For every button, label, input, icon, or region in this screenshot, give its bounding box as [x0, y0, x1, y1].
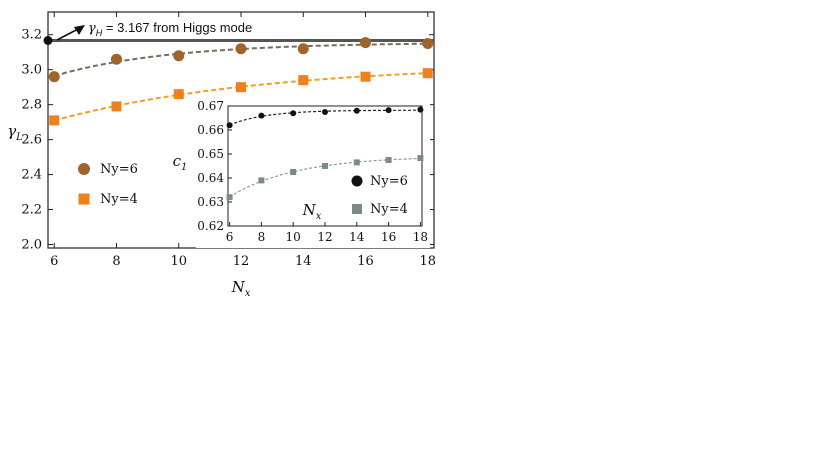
main-x-axis-label-sub: x [245, 288, 251, 299]
inset-x-axis-label-sub: x [316, 211, 322, 222]
inset-y-axis-label-sub: 1 [181, 162, 187, 173]
reference-annotation-rest: = 3.167 from Higgs mode [102, 20, 252, 35]
inset-x-axis-label-base: N [302, 201, 317, 219]
inset-x-tick-label: 8 [258, 230, 266, 244]
inset-point-ny6 [322, 109, 328, 115]
inset-y-tick-label: 0.64 [197, 171, 224, 185]
inset-point-ny4 [353, 159, 360, 166]
main-legend-marker-square [78, 193, 90, 205]
higgs-reference-point [43, 35, 53, 45]
inset-x-tick-label: 10 [286, 230, 301, 244]
main-x-tick-label: 18 [420, 254, 437, 269]
inset-point-ny6 [290, 110, 297, 117]
inset-point-ny4 [258, 177, 265, 184]
inset-point-ny6 [417, 106, 424, 113]
main-y-axis-label-sub: L [15, 132, 23, 143]
inset-point-ny4 [385, 157, 392, 163]
inset-x-tick-label: 18 [413, 230, 428, 244]
reference-annotation: γH = 3.167 from Higgs mode [88, 20, 252, 38]
main-y-tick-label: 2.4 [21, 168, 42, 183]
inset-legend-label: Ny=6 [370, 174, 408, 189]
reference-annotation-base: γ [88, 21, 96, 36]
main-point-ny4 [236, 82, 246, 93]
main-point-ny4 [49, 115, 60, 126]
inset-point-ny4 [226, 194, 233, 201]
main-chart: 6 8 10 12 14 16 182.02.22.42.62.83.03.2NxγLγH … [7, 11, 437, 299]
inset-x-tick-label: 6 [226, 230, 234, 244]
inset-legend-marker-square [352, 204, 362, 214]
inset-point-ny6 [385, 107, 392, 114]
inset-y-tick-label: 0.67 [197, 99, 224, 113]
main-point-ny6 [360, 37, 372, 49]
main-legend-label: Ny=4 [100, 192, 138, 207]
main-y-tick-label: 3.2 [21, 28, 42, 43]
inset-x-axis-label: Nx [302, 201, 322, 222]
main-y-axis-label: γL [7, 122, 23, 143]
inset-y-tick-label: 0.63 [197, 195, 224, 209]
main-x-tick-label: 16 [357, 254, 374, 269]
inset-y-tick-label: 0.62 [197, 219, 224, 233]
main-y-axis-label-base: γ [7, 122, 16, 140]
main-point-ny6 [297, 43, 309, 55]
main-point-ny4 [111, 101, 122, 112]
inset-y-axis-label: c1 [173, 152, 188, 173]
main-point-ny4 [173, 89, 184, 100]
main-point-ny6 [422, 37, 434, 49]
main-x-tick-label: 8 [112, 254, 120, 269]
main-x-axis-label-base: N [231, 278, 246, 296]
inset-legend-label: Ny=4 [370, 202, 408, 217]
inset-point-ny4 [290, 169, 297, 175]
inset-y-tick-label: 0.65 [197, 147, 224, 161]
inset-y-axis-label-base: c [173, 152, 182, 170]
inset-x-tick-label: 14 [349, 230, 365, 244]
main-x-tick-label: 10 [170, 254, 187, 269]
inset-legend-marker-circle [351, 175, 363, 187]
main-y-tick-label: 3.0 [21, 63, 42, 78]
main-x-tick-label: 12 [233, 254, 250, 269]
main-point-ny6 [173, 50, 185, 62]
main-y-tick-label: 2.0 [21, 238, 42, 253]
inset-point-ny6 [353, 107, 360, 114]
main-point-ny6 [110, 53, 122, 65]
annotation-arrow-head [74, 25, 85, 35]
inset-x-tick-label: 16 [381, 230, 396, 244]
inset-y-tick-label: 0.66 [197, 123, 224, 137]
main-point-ny4 [422, 68, 433, 79]
inset-chart: 6 8 10 12 14 16 18 0.62 0.63 0.64 0.65 0.66 0.67 Nx c1… [173, 98, 430, 248]
annotation-arrow-shaft [56, 28, 79, 41]
main-y-tick-label: 2.6 [21, 133, 42, 148]
main-point-ny6 [48, 71, 60, 83]
inset-point-ny4 [417, 155, 424, 162]
inset-point-ny4 [322, 163, 328, 169]
main-x-tick-label: 6 [50, 254, 58, 269]
main-point-ny6 [235, 43, 247, 55]
main-x-tick-label: 14 [295, 254, 312, 269]
main-y-tick-label: 2.8 [21, 98, 42, 113]
inset-x-tick-label: 12 [317, 230, 332, 244]
main-point-ny4 [360, 71, 371, 82]
main-point-ny4 [298, 75, 309, 86]
inset-point-ny6 [258, 112, 265, 119]
main-legend-label: Ny=6 [100, 162, 138, 177]
inset-point-ny6 [226, 122, 233, 129]
main-x-axis-label: Nx [231, 278, 251, 299]
reference-annotation-sub: H [96, 28, 103, 38]
main-legend-marker-circle [78, 163, 90, 175]
main-y-tick-label: 2.2 [21, 203, 42, 218]
